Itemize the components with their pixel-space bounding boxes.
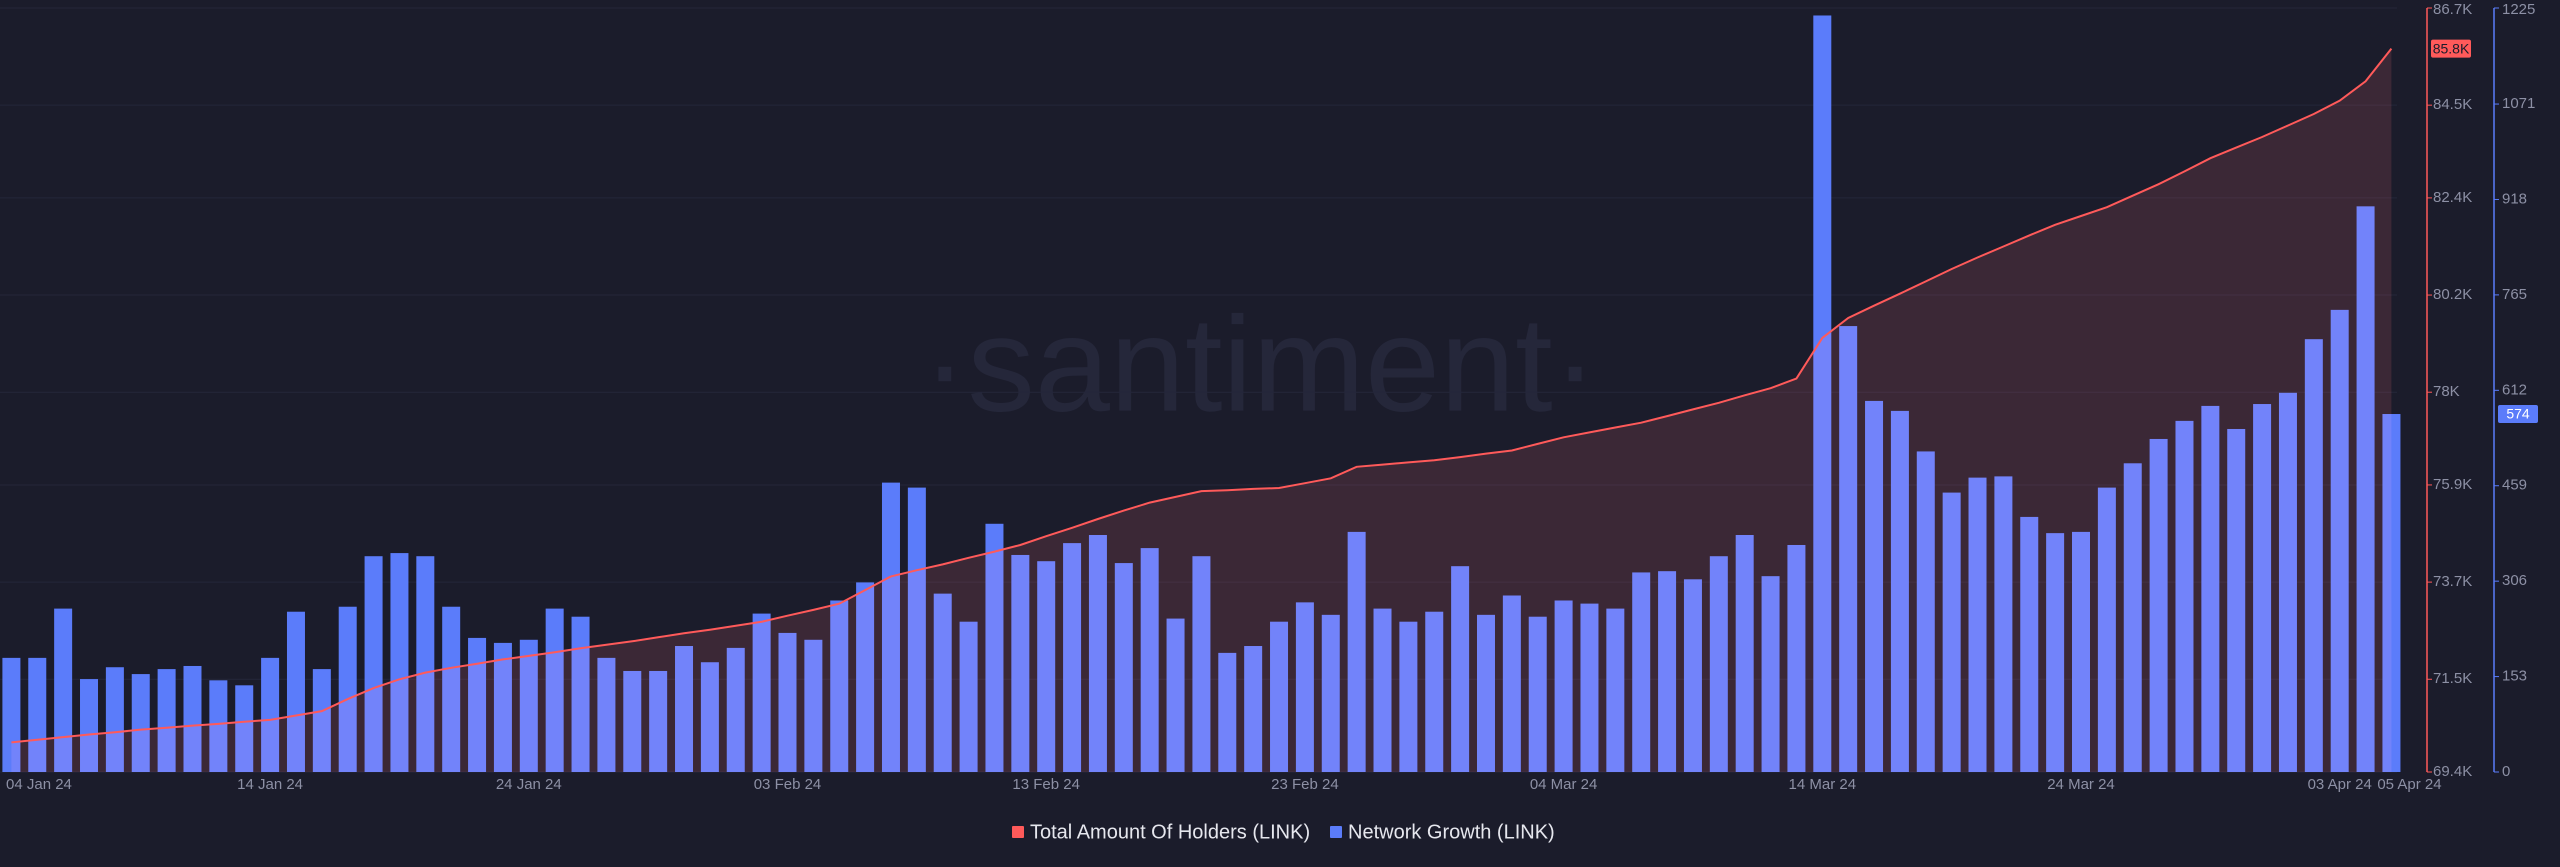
y-tick-label: 73.7K <box>2433 573 2472 590</box>
value-label: 574 <box>2506 406 2530 422</box>
x-tick-label: 04 Jan 24 <box>6 776 72 793</box>
y2-tick-label: 765 <box>2502 286 2527 303</box>
y2-tick-label: 612 <box>2502 381 2527 398</box>
y-tick-label: 80.2K <box>2433 286 2472 303</box>
legend-label: Network Growth (LINK) <box>1348 821 1555 843</box>
x-tick-label: 23 Feb 24 <box>1271 776 1339 793</box>
y2-tick-label: 153 <box>2502 668 2527 685</box>
y-tick-label: 69.4K <box>2433 763 2472 780</box>
y2-tick-label: 1225 <box>2502 1 2535 18</box>
y2-tick-label: 1071 <box>2502 95 2535 112</box>
value-badge <box>2431 39 2471 58</box>
y-tick-label: 71.5K <box>2433 670 2472 687</box>
line <box>11 47 2393 744</box>
watermark: ·santiment· <box>922 289 1597 440</box>
y-tick-label: 75.9K <box>2433 476 2472 493</box>
bar <box>54 608 73 772</box>
legend-label: Total Amount Of Holders (LINK) <box>1030 821 1310 843</box>
value-label: 85.8K <box>2433 40 2470 56</box>
x-tick-label: 13 Feb 24 <box>1012 776 1080 793</box>
value-badge <box>2498 405 2538 424</box>
y-tick-label: 82.4K <box>2433 189 2472 206</box>
x-tick-label: 03 Apr 24 <box>2308 776 2372 793</box>
x-tick-label: 05 Apr 24 <box>2377 776 2441 793</box>
x-tick-label: 24 Jan 24 <box>496 776 562 793</box>
x-tick-label: 14 Jan 24 <box>237 776 303 793</box>
y2-tick-label: 918 <box>2502 190 2527 207</box>
y2-tick-label: 0 <box>2502 763 2510 780</box>
x-tick-label: 03 Feb 24 <box>754 776 822 793</box>
area <box>11 48 2392 773</box>
y2-tick-label: 459 <box>2502 477 2527 494</box>
x-tick-label: 04 Mar 24 <box>1530 776 1598 793</box>
y-tick-label: 84.5K <box>2433 96 2472 113</box>
legend-swatch <box>1012 826 1024 838</box>
y-tick-label: 78K <box>2433 383 2460 400</box>
legend-swatch <box>1330 826 1342 838</box>
x-tick-label: 14 Mar 24 <box>1789 776 1857 793</box>
y2-tick-label: 306 <box>2502 572 2527 589</box>
x-tick-label: 24 Mar 24 <box>2047 776 2115 793</box>
y-tick-label: 86.7K <box>2433 1 2472 18</box>
